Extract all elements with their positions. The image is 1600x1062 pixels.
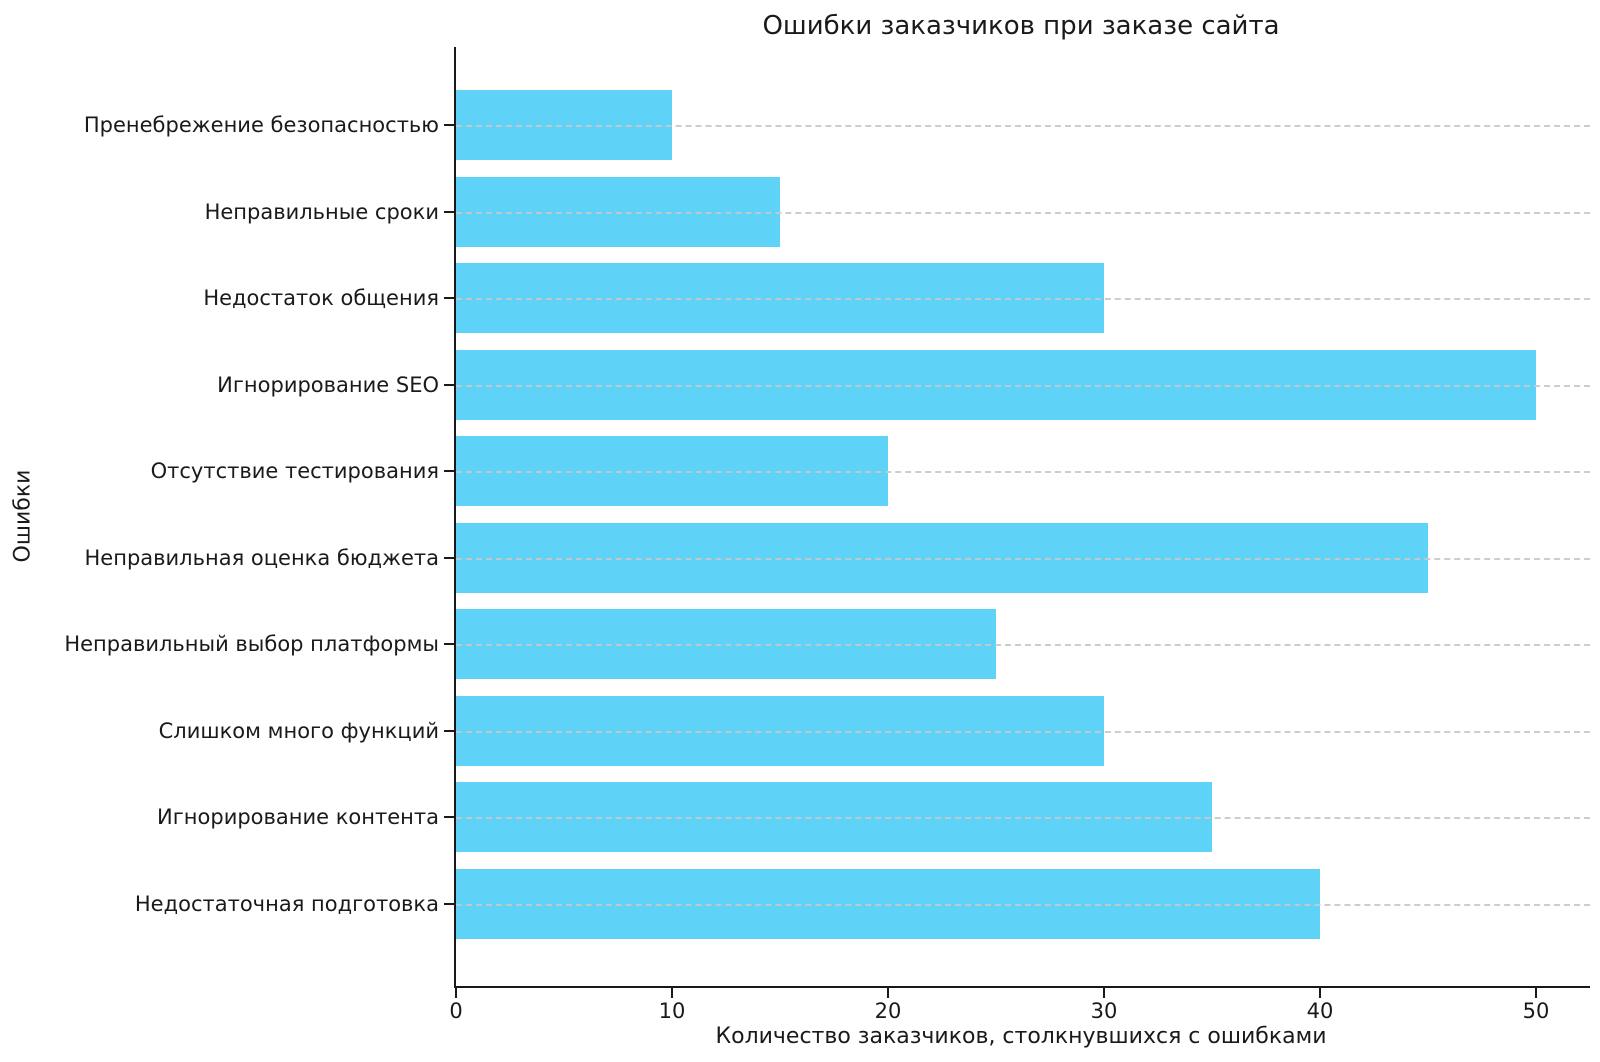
y-tick-mark <box>444 729 454 732</box>
x-tick-label: 20 <box>874 999 902 1023</box>
y-tick-label: Игнорирование SEO <box>217 372 439 397</box>
y-tick-label: Отсутствие тестирования <box>150 459 439 484</box>
bar <box>456 522 1428 593</box>
y-tick-label: Пренебрежение безопасностью <box>83 113 439 138</box>
bar-row: Отсутствие тестирования <box>151 428 1590 515</box>
y-tick-mark <box>444 643 454 646</box>
x-tick-label: 10 <box>658 999 686 1023</box>
bar <box>456 868 1320 939</box>
y-tick-label: Недостаточная подготовка <box>134 891 439 916</box>
plot-rows: Пренебрежение безопасностью Неправильные … <box>64 47 1590 986</box>
bar-row: Недостаток общения <box>203 255 1590 342</box>
plot-area: Пренебрежение безопасностью Неправильные … <box>64 47 1590 1023</box>
x-tick-label: 40 <box>1306 999 1334 1023</box>
y-tick-mark <box>444 124 454 127</box>
y-tick-mark <box>444 816 454 819</box>
bar-row: Неправильная оценка бюджета <box>85 515 1590 602</box>
y-axis-title: Ошибки <box>10 469 36 563</box>
x-tick-mark <box>887 988 889 998</box>
x-axis-title: Количество заказчиков, столкнувшихся с о… <box>715 1024 1327 1049</box>
x-tick-mark <box>1535 988 1537 998</box>
bar <box>456 176 780 247</box>
bar <box>456 349 1536 420</box>
y-tick-label: Неправильные сроки <box>204 199 439 224</box>
y-tick-label: Игнорирование контента <box>157 805 439 830</box>
bar <box>456 695 1104 766</box>
bar <box>456 609 996 680</box>
x-tick-mark <box>1103 988 1105 998</box>
chart-title: Ошибки заказчиков при заказе сайта <box>762 11 1280 41</box>
bar-row: Игнорирование контента <box>157 774 1590 861</box>
bar-row: Игнорирование SEO <box>217 342 1590 429</box>
y-tick-mark <box>444 470 454 473</box>
y-tick-label: Недостаток общения <box>203 286 439 311</box>
y-tick-mark <box>444 556 454 559</box>
x-tick-label: 50 <box>1522 999 1550 1023</box>
x-tick-mark <box>1319 988 1321 998</box>
x-tick-mark <box>455 988 457 998</box>
y-tick-label: Неправильная оценка бюджета <box>84 545 439 570</box>
x-tick-label: 30 <box>1090 999 1118 1023</box>
bar-row: Неправильный выбор платформы <box>64 601 1590 688</box>
y-tick-label: Слишком много функций <box>158 718 439 743</box>
y-tick-mark <box>444 210 454 213</box>
y-tick-mark <box>444 297 454 300</box>
bar-row: Недостаточная подготовка <box>135 861 1590 948</box>
x-tick-label: 0 <box>449 999 463 1023</box>
y-tick-label: Неправильный выбор платформы <box>64 632 439 657</box>
bar <box>456 90 672 161</box>
bar-row: Пренебрежение безопасностью <box>84 82 1590 169</box>
bar <box>456 782 1212 853</box>
bar-row: Слишком много функций <box>159 688 1590 775</box>
y-tick-mark <box>444 902 454 905</box>
x-tick-mark <box>671 988 673 998</box>
bar <box>456 263 1104 334</box>
y-tick-mark <box>444 383 454 386</box>
bar <box>456 436 888 507</box>
bar-row: Неправильные сроки <box>205 169 1590 256</box>
